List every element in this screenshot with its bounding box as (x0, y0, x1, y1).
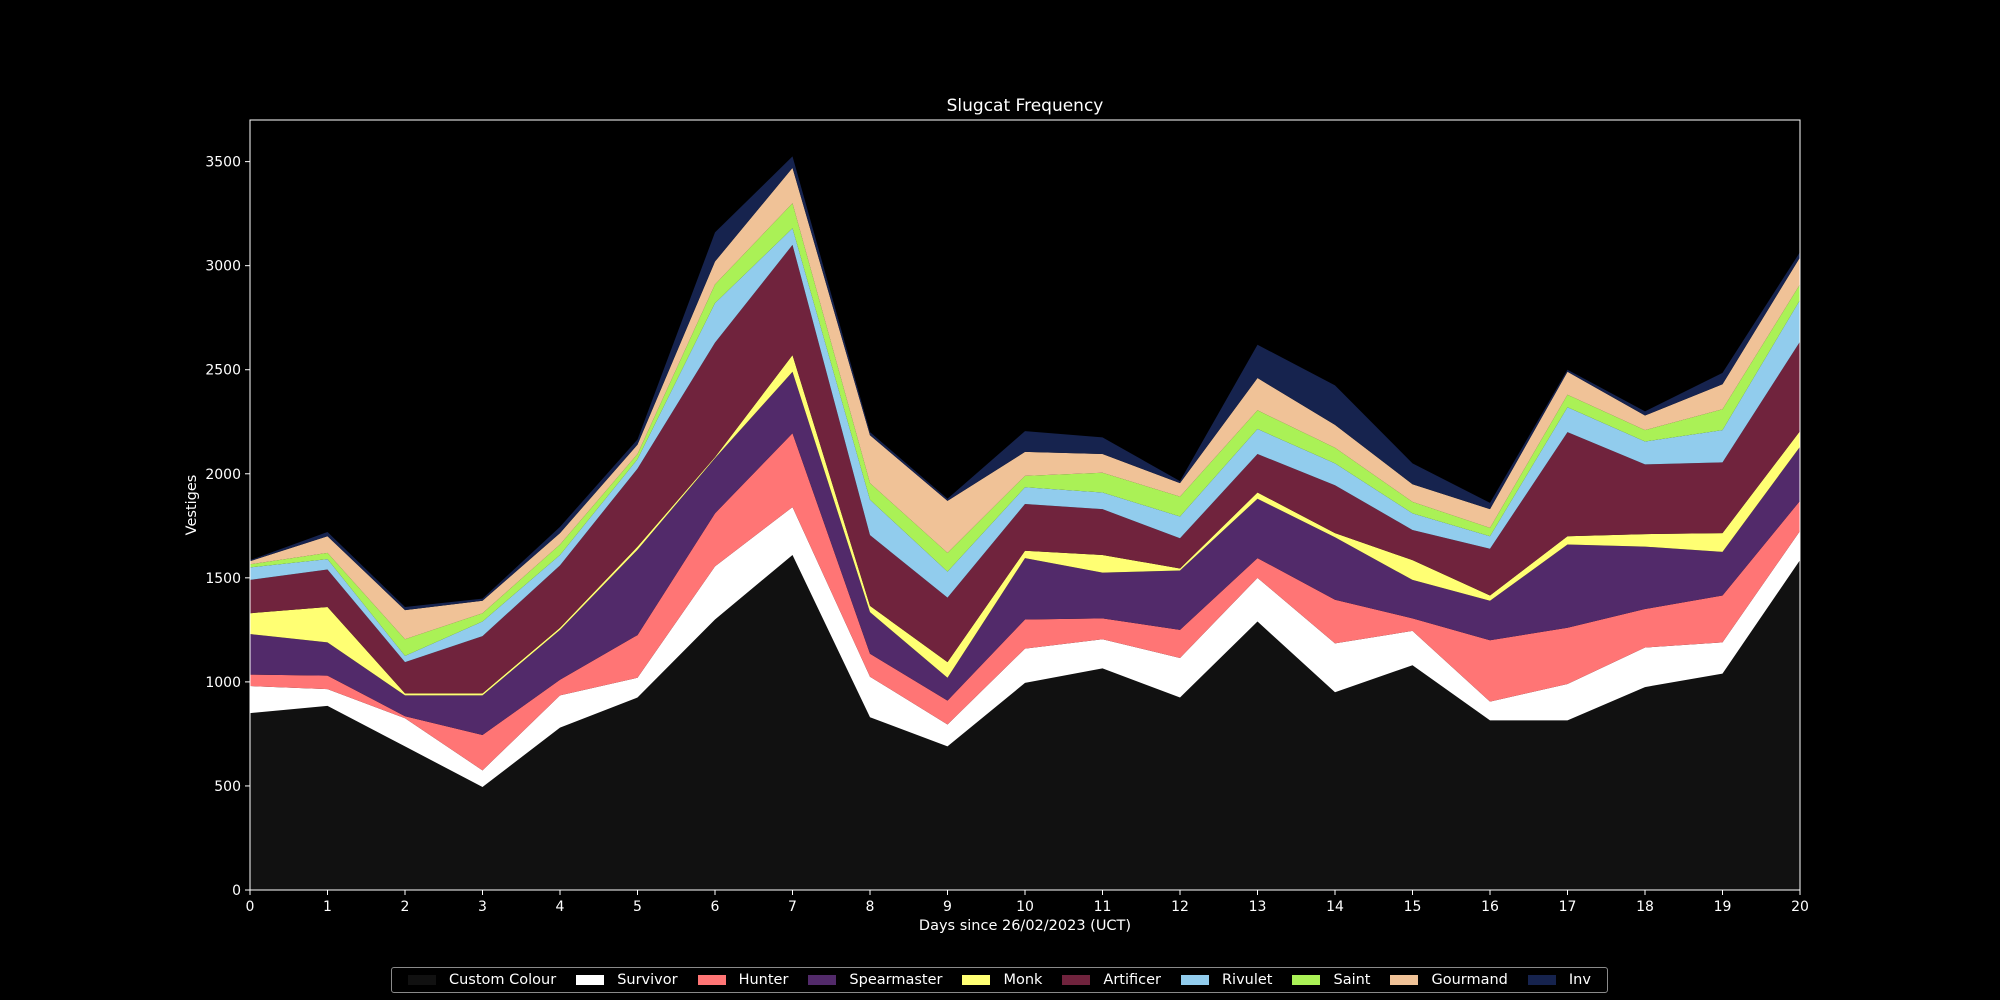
legend-swatch (1292, 975, 1321, 985)
legend-item: Rivulet (1180, 972, 1273, 988)
x-tick-label: 4 (556, 899, 565, 915)
x-tick-label: 8 (866, 899, 875, 915)
legend-item: Gourmand (1390, 972, 1508, 988)
legend-item: Survivor (576, 972, 678, 988)
x-tick-label: 9 (943, 899, 952, 915)
x-tick-label: 19 (1714, 899, 1732, 915)
legend-label: Rivulet (1221, 972, 1273, 988)
legend-swatch (1062, 975, 1091, 985)
legend-swatch (576, 975, 605, 985)
y-tick-label: 0 (232, 883, 241, 899)
x-tick-label: 14 (1326, 899, 1344, 915)
chart-title: Slugcat Frequency (947, 96, 1104, 116)
legend-label: Gourmand (1431, 972, 1508, 988)
x-axis-ticks: 0 1 2 3 4 5 6 7 8 9 10 11 12 13 14 15 16 17 18 19 20 (246, 890, 1809, 915)
y-tick-label: 2000 (205, 467, 241, 483)
legend-swatch (697, 975, 726, 985)
x-tick-label: 0 (246, 899, 255, 915)
legend-item: Hunter (697, 972, 789, 988)
legend-swatch (808, 975, 837, 985)
legend-label: Monk (1003, 972, 1043, 988)
x-tick-label: 20 (1791, 899, 1809, 915)
area-series-spearmaster (250, 371, 1800, 735)
x-tick-label: 11 (1094, 899, 1112, 915)
legend-item: Artificer (1062, 972, 1161, 988)
area-series-custom-colour (250, 554, 1800, 890)
legend-item: Saint (1292, 972, 1370, 988)
y-tick-label: 2500 (205, 363, 241, 379)
legend-label: Hunter (738, 972, 789, 988)
x-tick-label: 7 (788, 899, 797, 915)
y-tick-label: 1000 (205, 675, 241, 691)
legend-item: Spearmaster (808, 972, 942, 988)
x-tick-label: 10 (1016, 899, 1034, 915)
legend-label: Saint (1333, 972, 1371, 988)
legend-swatch (1180, 975, 1209, 985)
x-tick-label: 12 (1171, 899, 1189, 915)
legend-label: Custom Colour (448, 972, 557, 988)
x-tick-label: 15 (1404, 899, 1422, 915)
y-tick-label: 3500 (205, 155, 241, 171)
legend-label: Survivor (617, 972, 678, 988)
legend-label: Artificer (1103, 972, 1161, 988)
x-tick-label: 17 (1559, 899, 1577, 915)
y-tick-label: 1500 (205, 571, 241, 587)
legend-swatch (962, 975, 991, 985)
chart-legend: Custom Colour Survivor Hunter Spearmaster Mo… (391, 967, 1608, 993)
legend-swatch (1390, 975, 1419, 985)
legend-item: Inv (1527, 972, 1591, 988)
area-layers (250, 156, 1800, 890)
x-axis-label: Days since 26/02/2023 (UCT) (919, 918, 1131, 934)
x-tick-label: 2 (401, 899, 410, 915)
x-tick-label: 18 (1636, 899, 1654, 915)
legend-swatch (407, 975, 436, 985)
legend-label: Inv (1568, 972, 1591, 988)
y-tick-label: 500 (214, 779, 241, 795)
y-axis-ticks: 0 500 1000 1500 2000 2500 3000 3500 (205, 155, 250, 899)
x-tick-label: 3 (478, 899, 487, 915)
legend-item: Custom Colour (407, 972, 557, 988)
x-tick-label: 5 (633, 899, 642, 915)
x-tick-label: 1 (323, 899, 332, 915)
legend-swatch (1527, 975, 1556, 985)
x-tick-label: 6 (711, 899, 720, 915)
x-tick-label: 16 (1481, 899, 1499, 915)
legend-item: Monk (962, 972, 1042, 988)
legend-label: Spearmaster (849, 972, 943, 988)
y-axis-label: Vestiges (184, 475, 200, 536)
y-tick-label: 3000 (205, 259, 241, 275)
x-tick-label: 13 (1249, 899, 1267, 915)
